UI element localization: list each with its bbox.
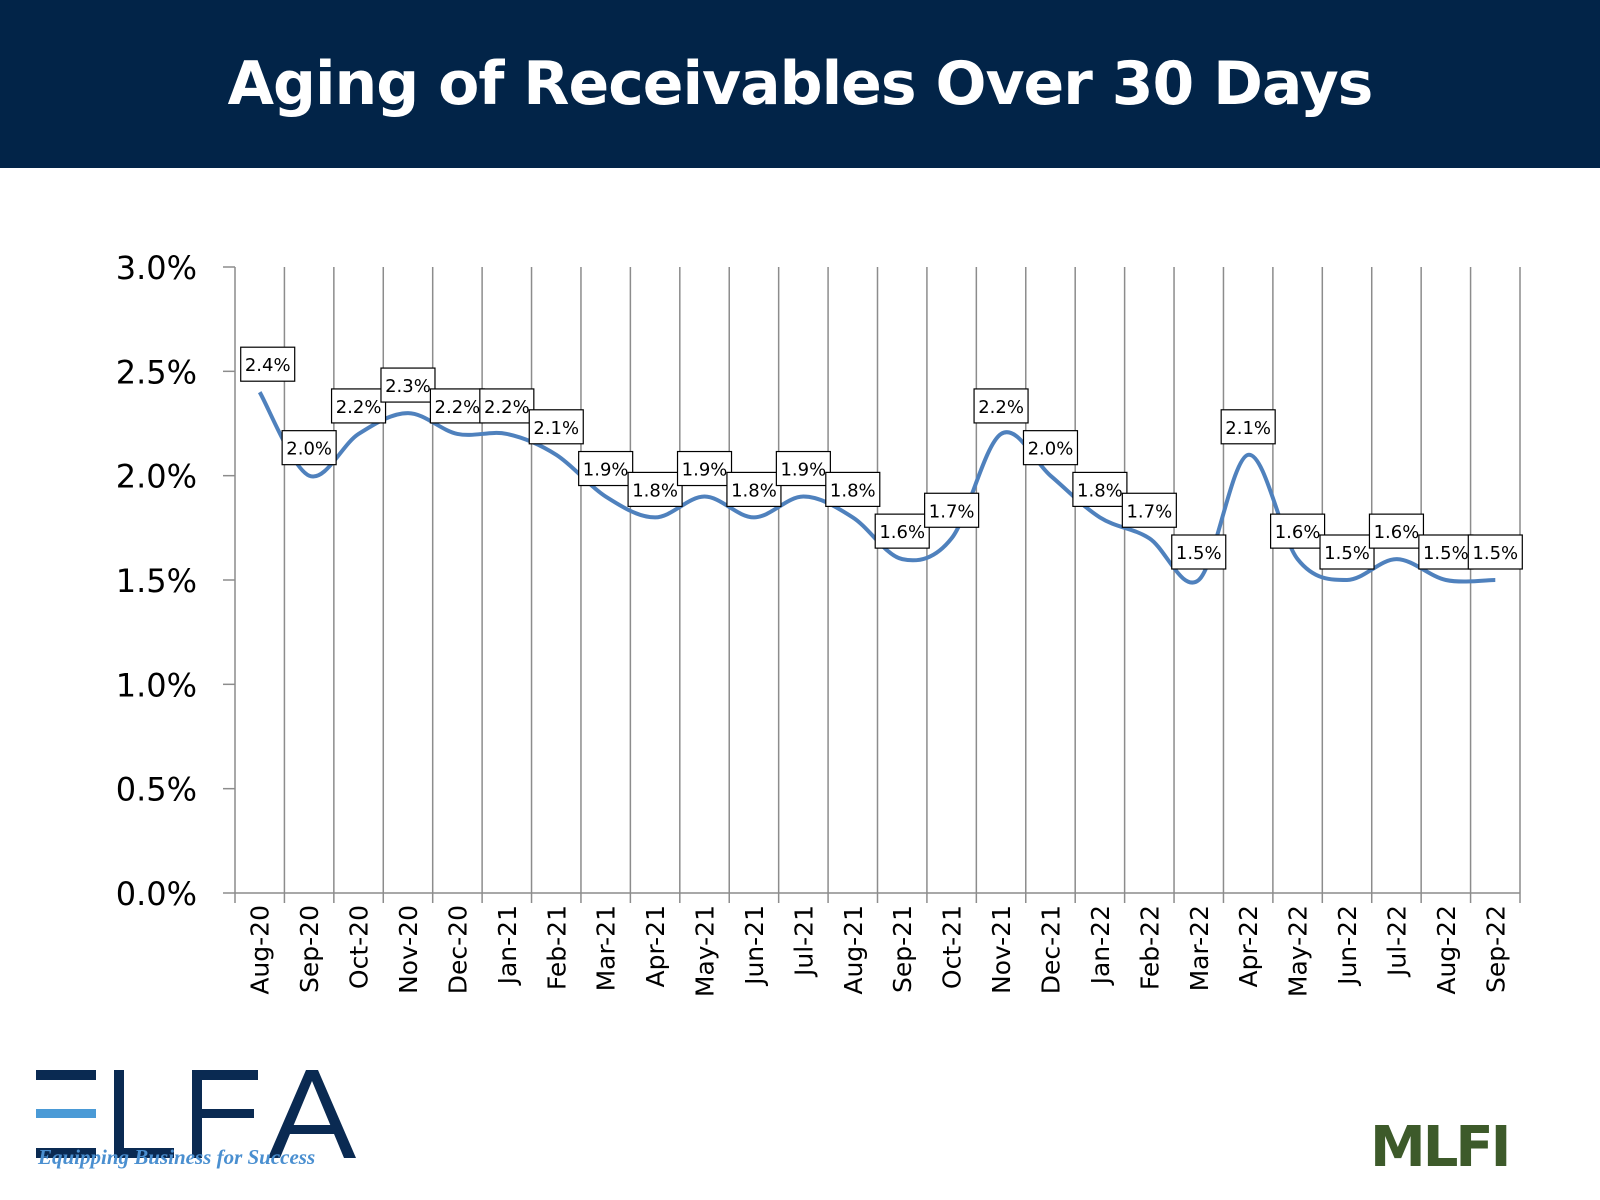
data-label-box — [1022, 430, 1079, 466]
x-tick-label: Mar-22 — [1185, 905, 1214, 991]
elfa-logo — [36, 1070, 356, 1158]
x-tick-label: Sep-22 — [1481, 905, 1510, 993]
data-label-box — [1319, 534, 1375, 570]
x-tick-label: Jun-22 — [1333, 905, 1362, 987]
x-tick-label: Jul-21 — [789, 905, 818, 978]
data-label: 2.1% — [1225, 418, 1271, 439]
data-label: 1.5% — [1176, 543, 1222, 564]
x-tick-label: Dec-20 — [443, 905, 472, 994]
x-tick-label: Jan-22 — [1086, 905, 1115, 986]
x-tick-label: Jun-21 — [740, 905, 769, 987]
data-label: 2.0% — [1028, 439, 1074, 460]
y-tick-label: 2.0% — [116, 458, 197, 496]
x-tick-label: May-21 — [691, 905, 720, 997]
data-label: 1.9% — [583, 460, 629, 481]
data-label: 1.8% — [830, 480, 876, 501]
x-tick-label: Nov-20 — [394, 905, 423, 994]
x-tick-label: Aug-20 — [246, 905, 275, 995]
data-label-box — [1269, 513, 1326, 549]
data-label-box — [1220, 409, 1276, 445]
data-label-box — [874, 513, 930, 549]
data-label-box — [1368, 513, 1425, 549]
data-label: 1.6% — [1374, 522, 1420, 543]
data-label: 1.8% — [1077, 480, 1123, 501]
data-label: 1.8% — [632, 480, 678, 501]
data-label: 2.0% — [286, 439, 332, 460]
data-label-box — [281, 430, 337, 466]
data-label: 1.9% — [682, 460, 728, 481]
data-label: 2.3% — [385, 376, 431, 397]
data-label-box — [479, 388, 535, 424]
x-tick-label: Apr-21 — [641, 905, 670, 987]
data-label: 1.8% — [731, 480, 777, 501]
data-label-box — [676, 450, 733, 487]
data-label-box — [1171, 534, 1227, 570]
x-tick-label: Jan-21 — [493, 905, 522, 986]
y-tick-label: 2.5% — [116, 353, 197, 391]
data-label-box — [973, 388, 1029, 424]
y-tick-label: 0.0% — [116, 875, 197, 913]
data-label: 2.2% — [435, 397, 481, 418]
x-tick-label: Sep-20 — [295, 905, 324, 993]
y-tick-label: 1.5% — [116, 562, 197, 600]
data-label-box — [775, 450, 831, 487]
elfa-tagline: Equipping Business for Success — [38, 1145, 316, 1169]
data-label: 1.5% — [1423, 543, 1469, 564]
x-tick-label: Mar-21 — [592, 905, 621, 991]
page-title: Aging of Receivables Over 30 Days — [227, 49, 1374, 119]
data-label: 2.2% — [978, 397, 1024, 418]
y-tick-label: 0.5% — [116, 771, 197, 809]
title-banner: Aging of Receivables Over 30 Days — [0, 0, 1600, 168]
x-tick-label: Sep-21 — [888, 905, 917, 993]
mlfi-logo: MLFI — [1370, 1115, 1511, 1180]
data-label: 2.2% — [336, 397, 382, 418]
data-label-box — [1121, 492, 1177, 528]
data-label-box — [578, 450, 634, 487]
x-tick-label: Dec-21 — [1036, 905, 1065, 994]
data-label: 2.2% — [484, 397, 530, 418]
data-label-box — [825, 471, 881, 507]
data-label-box — [726, 471, 782, 507]
x-tick-label: Nov-21 — [987, 905, 1016, 994]
x-tick-label: May-22 — [1284, 905, 1313, 997]
data-label-box — [1467, 534, 1523, 570]
data-label-box — [924, 492, 980, 528]
x-tick-label: Oct-20 — [345, 905, 374, 989]
data-label: 1.6% — [1275, 522, 1321, 543]
data-label: 1.7% — [929, 501, 975, 522]
data-label-box — [330, 388, 387, 424]
x-tick-label: Oct-21 — [938, 905, 967, 989]
data-label: 1.5% — [1472, 543, 1518, 564]
data-label: 1.9% — [780, 460, 826, 481]
data-label: 1.6% — [879, 522, 925, 543]
x-tick-label: Jul-22 — [1382, 905, 1411, 978]
y-tick-label: 1.0% — [116, 666, 197, 704]
x-tick-label: Aug-22 — [1432, 905, 1461, 995]
data-label-box — [240, 346, 296, 382]
x-tick-label: Feb-22 — [1135, 905, 1164, 990]
data-label: 2.1% — [533, 418, 579, 439]
data-label: 2.4% — [245, 355, 291, 376]
data-label-box — [528, 409, 584, 445]
data-label-box — [1072, 471, 1128, 507]
x-tick-label: Feb-21 — [542, 905, 571, 990]
x-tick-label: Apr-22 — [1234, 905, 1263, 987]
x-tick-label: Aug-21 — [839, 905, 868, 995]
y-tick-label: 3.0% — [116, 249, 197, 287]
data-label: 1.7% — [1126, 501, 1172, 522]
data-label-box — [380, 367, 436, 403]
data-label: 1.5% — [1324, 543, 1370, 564]
data-label-box — [627, 471, 683, 507]
